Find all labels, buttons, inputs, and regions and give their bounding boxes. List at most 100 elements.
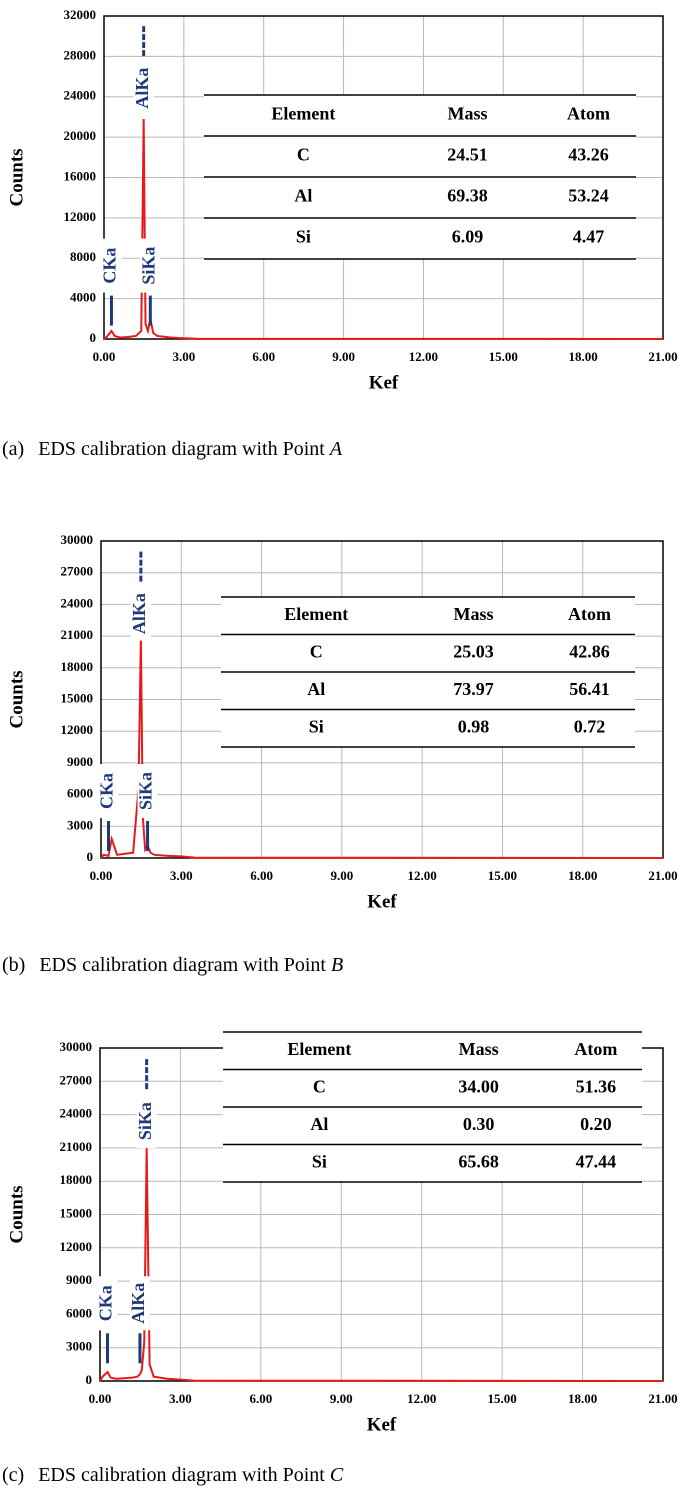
- table-header: Element: [284, 604, 348, 624]
- y-tick-label: 30000: [60, 1039, 93, 1054]
- y-tick-label: 24000: [60, 1106, 93, 1121]
- caption-text: EDS calibration diagram with Point: [38, 1464, 325, 1486]
- table-cell: 51.36: [576, 1076, 617, 1096]
- y-tick-label: 21000: [61, 627, 94, 642]
- y-tick-label: 6000: [66, 1305, 92, 1320]
- caption-text: EDS calibration diagram with Point: [38, 438, 325, 460]
- table-cell: 42.86: [569, 641, 610, 661]
- x-tick-label: 9.00: [330, 1391, 353, 1406]
- caption: (c) EDS calibration diagram with Point C: [2, 1464, 344, 1486]
- table-cell: 0.98: [458, 716, 490, 736]
- caption-point: B: [331, 954, 343, 976]
- table-cell: 53.24: [568, 186, 609, 206]
- table-cell: 25.03: [453, 641, 494, 661]
- peak-label-bg: [98, 764, 119, 819]
- x-tick-label: 3.00: [172, 349, 195, 364]
- y-axis-title: Counts: [6, 1185, 27, 1243]
- y-tick-label: 3000: [67, 817, 93, 832]
- x-tick-label: 12.00: [409, 349, 438, 364]
- table-cell: C: [313, 1076, 326, 1096]
- table-cell: C: [310, 641, 323, 661]
- peak-label: AlKa: [129, 593, 149, 634]
- y-tick-label: 28000: [64, 47, 97, 62]
- y-tick-label: 18000: [61, 659, 94, 674]
- table-header: Atom: [567, 104, 610, 124]
- y-tick-label: 12000: [64, 209, 97, 224]
- caption-point: C: [330, 1464, 344, 1486]
- caption: (a) EDS calibration diagram with Point A: [2, 438, 343, 460]
- x-tick-label: 18.00: [568, 868, 597, 883]
- table-cell: Si: [296, 227, 311, 247]
- peak-label: AlKa: [132, 68, 152, 109]
- table-cell: 0.72: [574, 716, 606, 736]
- table-cell: 6.09: [452, 227, 484, 247]
- x-tick-label: 6.00: [250, 868, 273, 883]
- table-cell: Si: [312, 1151, 327, 1171]
- y-tick-label: 32000: [64, 7, 97, 22]
- y-tick-label: 30000: [61, 532, 94, 547]
- y-tick-label: 24000: [61, 595, 94, 610]
- table-cell: 43.26: [568, 145, 609, 165]
- y-tick-label: 20000: [64, 128, 97, 143]
- x-tick-label: 15.00: [488, 868, 517, 883]
- x-tick-label: 0.00: [90, 868, 113, 883]
- peak-label-bg: [133, 61, 154, 116]
- x-tick-label: 18.00: [568, 1391, 597, 1406]
- peak-label: SiKa: [136, 772, 156, 810]
- caption-label: (a): [2, 438, 24, 460]
- y-tick-label: 24000: [64, 88, 97, 103]
- x-axis-title: Kef: [369, 372, 399, 393]
- spectrum-line: [99, 1147, 664, 1382]
- table-cell: 0.30: [463, 1114, 495, 1134]
- table-cell: Al: [310, 1114, 328, 1134]
- x-tick-label: 9.00: [330, 868, 353, 883]
- y-tick-label: 9000: [67, 754, 93, 769]
- y-tick-label: 4000: [70, 290, 96, 305]
- y-tick-label: 21000: [60, 1139, 93, 1154]
- peak-label: CKa: [100, 248, 120, 284]
- peak-label-bg: [140, 238, 161, 293]
- y-tick-label: 0: [90, 330, 97, 345]
- table-header: Mass: [448, 104, 488, 124]
- table-header: Mass: [454, 604, 494, 624]
- table-cell: 4.47: [573, 227, 605, 247]
- x-tick-label: 12.00: [408, 868, 437, 883]
- table-header: Mass: [459, 1039, 499, 1059]
- peak-label: AlKa: [128, 1283, 148, 1324]
- x-tick-label: 21.00: [648, 1391, 677, 1406]
- caption-label: (c): [2, 1464, 24, 1486]
- x-tick-label: 21.00: [648, 868, 677, 883]
- y-tick-label: 12000: [61, 722, 94, 737]
- table-header: Atom: [574, 1039, 617, 1059]
- y-tick-label: 3000: [66, 1339, 92, 1354]
- y-tick-label: 0: [86, 1372, 93, 1387]
- x-tick-label: 9.00: [332, 349, 355, 364]
- spectrum-line: [100, 638, 664, 859]
- table-header: Element: [287, 1039, 351, 1059]
- x-tick-label: 0.00: [93, 349, 116, 364]
- table-cell: Al: [294, 186, 312, 206]
- peak-label-bg: [101, 238, 122, 293]
- y-tick-label: 27000: [60, 1072, 93, 1087]
- peak-label-bg: [137, 764, 158, 819]
- x-tick-label: 21.00: [648, 349, 677, 364]
- spectrum-line: [103, 118, 664, 340]
- caption-point: A: [328, 438, 343, 460]
- y-axis-title: Counts: [6, 148, 27, 206]
- peak-label-bg: [129, 1276, 150, 1331]
- table-cell: Al: [307, 679, 325, 699]
- x-tick-label: 15.00: [488, 1391, 517, 1406]
- table-cell: 34.00: [458, 1076, 499, 1096]
- peak-label-bg: [130, 586, 151, 641]
- y-tick-label: 9000: [66, 1272, 92, 1287]
- caption-label: (b): [2, 954, 25, 976]
- peak-label-bg: [97, 1276, 118, 1331]
- x-tick-label: 6.00: [249, 1391, 272, 1406]
- table-cell: 69.38: [447, 186, 488, 206]
- table-cell: Si: [309, 716, 324, 736]
- peak-label: SiKa: [135, 1102, 155, 1140]
- table-cell: 0.20: [580, 1114, 612, 1134]
- y-tick-label: 15000: [60, 1205, 93, 1220]
- table-cell: 65.68: [458, 1151, 499, 1171]
- caption-text: EDS calibration diagram with Point: [39, 954, 326, 976]
